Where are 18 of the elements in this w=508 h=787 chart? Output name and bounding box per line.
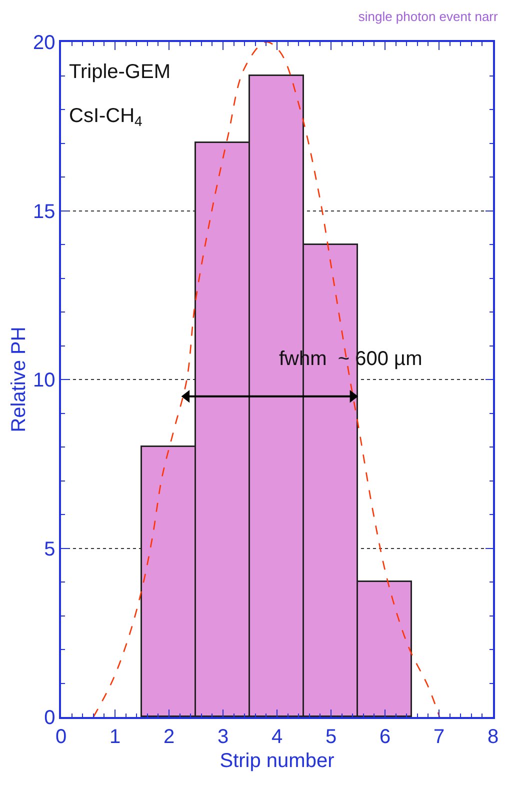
y-tick-label: 10 [33,370,56,392]
annotation: Triple-GEM [69,61,170,83]
x-tick-label: 2 [163,726,175,748]
y-tick-label: 15 [33,200,56,223]
y-axis-title: Relative PH [8,326,30,432]
x-tick-label: 8 [487,726,499,748]
x-tick-label: 1 [109,726,121,748]
y-tick-label: 0 [44,707,56,729]
annotation: CsI-CH$_{4}$ [69,105,143,130]
x-tick-label: 3 [217,726,229,748]
x-tick-label: 6 [379,726,391,748]
x-tick-label: 7 [433,726,445,748]
chart-title: single photon event narr [358,8,499,24]
x-tick-label: 5 [325,726,337,748]
x-tick-label: 4 [271,726,283,748]
x-axis-title: Strip number [220,750,335,772]
y-tick-label: 5 [44,538,56,560]
y-tick-label: 20 [33,32,56,54]
